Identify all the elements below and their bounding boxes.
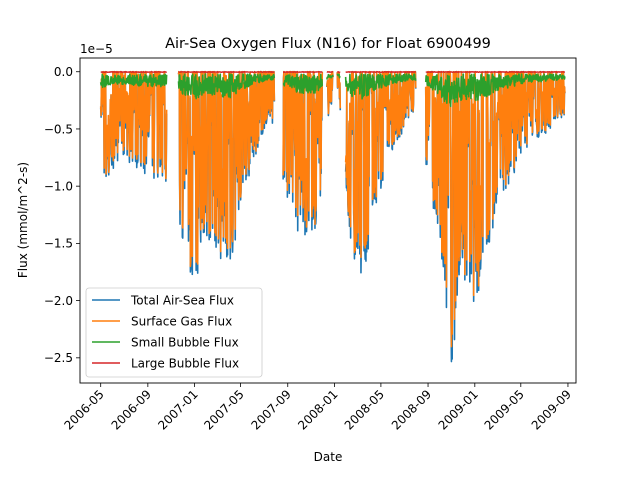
y-tick-label: −1.5 [44, 237, 73, 251]
series-line-large-bubble-flux [100, 71, 566, 73]
legend-entry-label: Total Air-Sea Flux [130, 293, 234, 307]
y-scale-multiplier: 1e−5 [80, 42, 113, 56]
chart-title: Air-Sea Oxygen Flux (N16) for Float 6900… [165, 36, 491, 52]
y-axis-label: Flux (mmol/m^2-s) [16, 162, 30, 278]
x-axis-label: Date [314, 450, 343, 464]
legend-entry-label: Large Bubble Flux [131, 356, 239, 370]
y-axis: 0.0 −0.5 −1.0 −1.5 −2.0 −2.5 [44, 65, 80, 365]
legend-entry-label: Surface Gas Flux [131, 314, 232, 328]
y-tick-label: 0.0 [54, 65, 73, 79]
legend: Total Air-Sea Flux Surface Gas Flux Small … [85, 287, 263, 378]
y-tick-label: −2.0 [44, 294, 73, 308]
axes-frame [79, 57, 577, 384]
series-line-small-bubble-flux [99, 73, 566, 108]
y-tick-label: −0.5 [44, 122, 73, 136]
plot-area [99, 70, 566, 363]
legend-box [85, 287, 263, 378]
legend-entry-label: Small Bubble Flux [131, 335, 239, 349]
y-tick-label: −1.0 [44, 179, 73, 193]
y-tick-label: −2.5 [44, 351, 73, 365]
